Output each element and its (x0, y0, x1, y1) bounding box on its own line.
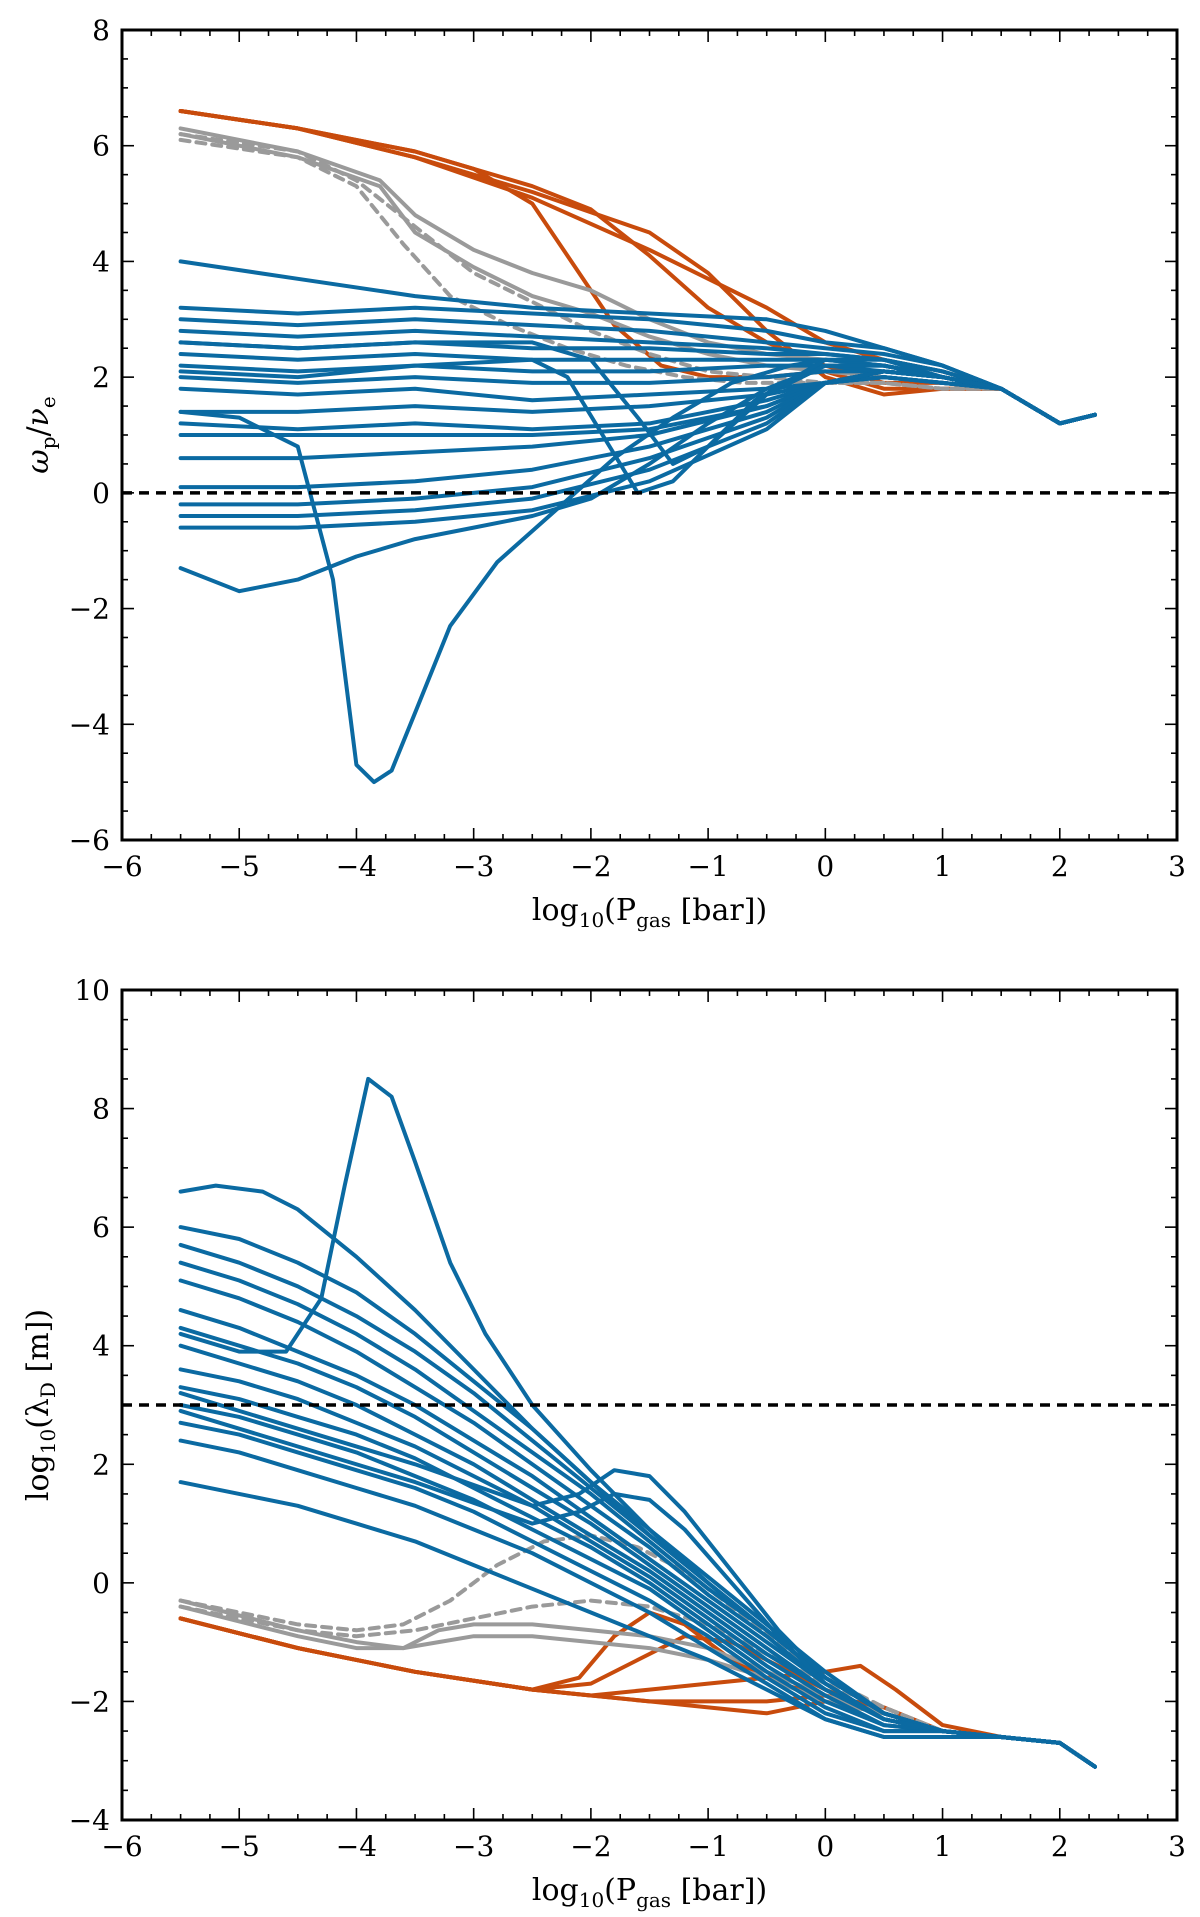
top-xtick-label: −3 (453, 850, 494, 883)
bottom-y-axis-label: log10(λD [m]) (21, 1309, 60, 1501)
bottom-xtick-label: −5 (219, 1830, 260, 1863)
chart-top-panel: −6 −5 −4 −3 −2 −1 0 1 2 3 −6 −4 −2 0 2 4 6 8 log10(Pgas [… (21, 14, 1186, 932)
top-ytick-label: −2 (69, 593, 110, 626)
bottom-xtick-label: −1 (687, 1830, 728, 1863)
top-xtick-label: 3 (1168, 850, 1186, 883)
bottom-series-blue-3.6 (178, 1367, 1097, 1769)
top-y-axis-label: ωp/νe (21, 396, 60, 473)
top-x-axis-label: log10(Pgas [bar]) (532, 893, 767, 932)
bottom-series-group (178, 1076, 1097, 1769)
top-ytick-label: −4 (69, 708, 110, 741)
bottom-xtick-label: −6 (101, 1830, 142, 1863)
bottom-ytick-label: 8 (92, 1093, 110, 1126)
bottom-ytick-label: 0 (92, 1567, 110, 1600)
bottom-ytick-label: 4 (92, 1330, 110, 1363)
bottom-ytick-label: −4 (69, 1804, 110, 1837)
bottom-xtick-label: 0 (816, 1830, 834, 1863)
chart-bottom-panel: −6 −5 −4 −3 −2 −1 0 1 2 3 −4 −2 0 2 4 6 8 10 log10(Pgas [… (21, 974, 1186, 1912)
top-ytick-label: 8 (92, 14, 110, 47)
top-series-blue-bottom (178, 363, 1097, 594)
top-series-blue-min-neg1.3 (178, 340, 1097, 466)
top-xtick-label: −2 (570, 850, 611, 883)
bottom-ytick-label: 2 (92, 1448, 110, 1481)
top-ytick-label: −6 (69, 824, 110, 857)
bottom-xtick-label: −3 (453, 1830, 494, 1863)
bottom-xtick-label: 2 (1051, 1830, 1069, 1863)
bottom-xtick-label: −2 (570, 1830, 611, 1863)
top-ytick-label: 2 (92, 361, 110, 394)
bottom-series-blue-hump-1.9 (178, 1391, 1097, 1769)
bottom-series-blue-1.7 (178, 1480, 1097, 1769)
bottom-series-blue-2.4 (178, 1438, 1097, 1769)
bottom-series-blue-3.3 (178, 1385, 1097, 1769)
top-ytick-label: 6 (92, 130, 110, 163)
bottom-series-blue-hump-1.5 (178, 1408, 1097, 1769)
top-xtick-label: −4 (336, 850, 377, 883)
top-xtick-label: 2 (1051, 850, 1069, 883)
bottom-x-axis-label: log10(Pgas [bar]) (532, 1873, 767, 1912)
top-xtick-label: −1 (687, 850, 728, 883)
top-series-gray-dashed-2 (178, 132, 1097, 426)
bottom-ytick-label: 6 (92, 1211, 110, 1244)
top-series-group (178, 109, 1097, 785)
top-xtick-label: 0 (816, 850, 834, 883)
bottom-ytick-label: −2 (69, 1685, 110, 1718)
top-xtick-label: −6 (101, 850, 142, 883)
bottom-xtick-label: 3 (1168, 1830, 1186, 1863)
top-xtick-label: −5 (219, 850, 260, 883)
bottom-series-gray-solid-1 (178, 1598, 1097, 1769)
bottom-ytick-label: 10 (74, 974, 110, 1007)
top-xtick-label: 1 (934, 850, 952, 883)
bottom-series-gray-dashed-2 (178, 1598, 1097, 1769)
bottom-xtick-label: 1 (934, 1830, 952, 1863)
bottom-series-blue-5.7 (178, 1242, 1097, 1769)
top-ytick-label: 0 (92, 477, 110, 510)
bottom-ticks-group: −6 −5 −4 −3 −2 −1 0 1 2 3 −4 −2 0 2 4 6 8 10 (69, 974, 1186, 1863)
top-ticks-group: −6 −5 −4 −3 −2 −1 0 1 2 3 −6 −4 −2 0 2 4 6 8 (69, 14, 1186, 883)
top-ytick-label: 4 (92, 245, 110, 278)
bottom-xtick-label: −4 (336, 1830, 377, 1863)
